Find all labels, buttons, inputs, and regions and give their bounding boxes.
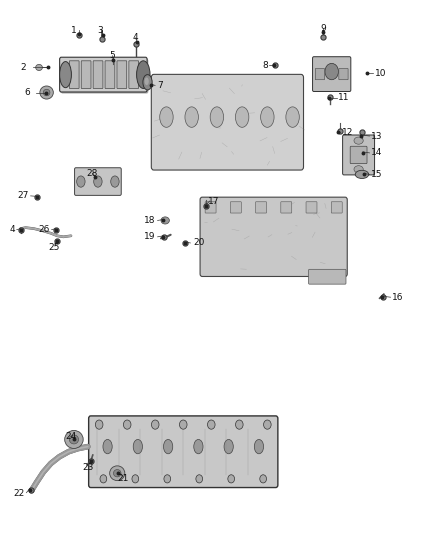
Text: 5: 5 bbox=[109, 51, 115, 60]
Ellipse shape bbox=[161, 217, 170, 224]
FancyBboxPatch shape bbox=[339, 68, 348, 80]
Ellipse shape bbox=[185, 107, 198, 127]
FancyBboxPatch shape bbox=[315, 68, 325, 80]
FancyBboxPatch shape bbox=[88, 416, 278, 488]
Ellipse shape bbox=[95, 420, 103, 429]
Ellipse shape bbox=[208, 420, 215, 429]
Ellipse shape bbox=[286, 107, 299, 127]
Ellipse shape bbox=[261, 107, 274, 127]
Ellipse shape bbox=[111, 176, 119, 187]
Ellipse shape bbox=[210, 107, 224, 127]
Text: 24: 24 bbox=[65, 432, 77, 441]
Ellipse shape bbox=[354, 166, 363, 173]
Ellipse shape bbox=[94, 176, 102, 187]
FancyBboxPatch shape bbox=[350, 146, 367, 164]
Ellipse shape bbox=[194, 439, 203, 454]
FancyBboxPatch shape bbox=[81, 61, 91, 88]
FancyBboxPatch shape bbox=[74, 168, 121, 196]
Text: 26: 26 bbox=[39, 225, 50, 234]
FancyBboxPatch shape bbox=[308, 269, 346, 284]
Ellipse shape bbox=[163, 439, 173, 454]
FancyBboxPatch shape bbox=[200, 197, 347, 277]
FancyBboxPatch shape bbox=[313, 56, 351, 92]
FancyBboxPatch shape bbox=[129, 61, 139, 88]
Ellipse shape bbox=[40, 86, 53, 99]
Text: 27: 27 bbox=[18, 191, 29, 200]
Text: 9: 9 bbox=[321, 23, 326, 33]
Ellipse shape bbox=[100, 475, 107, 483]
Ellipse shape bbox=[160, 107, 173, 127]
Ellipse shape bbox=[196, 475, 203, 483]
Ellipse shape bbox=[264, 420, 271, 429]
Ellipse shape bbox=[60, 62, 71, 87]
Text: 6: 6 bbox=[25, 88, 31, 97]
Ellipse shape bbox=[69, 435, 78, 444]
Text: 14: 14 bbox=[371, 148, 382, 157]
Ellipse shape bbox=[110, 466, 125, 481]
FancyBboxPatch shape bbox=[60, 57, 147, 92]
Text: 2: 2 bbox=[21, 63, 26, 72]
Text: 25: 25 bbox=[49, 243, 60, 252]
FancyBboxPatch shape bbox=[306, 202, 317, 213]
FancyBboxPatch shape bbox=[117, 61, 127, 88]
Ellipse shape bbox=[137, 61, 150, 88]
FancyBboxPatch shape bbox=[151, 75, 304, 170]
Ellipse shape bbox=[325, 63, 339, 80]
Text: 22: 22 bbox=[14, 489, 25, 498]
Ellipse shape bbox=[260, 475, 266, 483]
FancyBboxPatch shape bbox=[105, 61, 115, 88]
Text: 13: 13 bbox=[371, 132, 383, 141]
Text: 28: 28 bbox=[86, 169, 98, 178]
FancyBboxPatch shape bbox=[230, 202, 241, 213]
Text: 16: 16 bbox=[392, 293, 404, 302]
Ellipse shape bbox=[254, 439, 264, 454]
Text: 12: 12 bbox=[342, 128, 353, 137]
FancyBboxPatch shape bbox=[69, 61, 79, 88]
Ellipse shape bbox=[355, 171, 369, 179]
Ellipse shape bbox=[164, 475, 171, 483]
Text: 1: 1 bbox=[71, 26, 77, 35]
Text: 21: 21 bbox=[117, 474, 129, 483]
FancyBboxPatch shape bbox=[93, 61, 103, 88]
Text: 3: 3 bbox=[98, 26, 103, 35]
Ellipse shape bbox=[103, 439, 112, 454]
Ellipse shape bbox=[132, 475, 139, 483]
Ellipse shape bbox=[133, 439, 142, 454]
Ellipse shape bbox=[77, 176, 85, 187]
Ellipse shape bbox=[180, 420, 187, 429]
Ellipse shape bbox=[113, 470, 121, 477]
Text: 23: 23 bbox=[82, 463, 93, 472]
Text: 17: 17 bbox=[208, 197, 220, 206]
Text: 10: 10 bbox=[374, 69, 386, 78]
Ellipse shape bbox=[152, 420, 159, 429]
Text: 4: 4 bbox=[132, 33, 138, 42]
Ellipse shape bbox=[235, 107, 249, 127]
Ellipse shape bbox=[228, 475, 235, 483]
Ellipse shape bbox=[354, 137, 363, 144]
FancyBboxPatch shape bbox=[343, 135, 374, 175]
FancyBboxPatch shape bbox=[256, 202, 266, 213]
FancyBboxPatch shape bbox=[205, 202, 216, 213]
Ellipse shape bbox=[145, 77, 149, 85]
Text: 18: 18 bbox=[144, 216, 155, 225]
Text: 19: 19 bbox=[144, 232, 155, 241]
Text: 7: 7 bbox=[157, 81, 162, 90]
FancyBboxPatch shape bbox=[281, 202, 292, 213]
Ellipse shape bbox=[124, 420, 131, 429]
Ellipse shape bbox=[65, 431, 83, 448]
Text: 15: 15 bbox=[371, 170, 383, 179]
Text: 8: 8 bbox=[262, 61, 268, 70]
Ellipse shape bbox=[143, 75, 152, 90]
FancyBboxPatch shape bbox=[61, 59, 148, 94]
FancyBboxPatch shape bbox=[331, 202, 342, 213]
Text: 20: 20 bbox=[193, 238, 204, 247]
Ellipse shape bbox=[236, 420, 243, 429]
Text: 4: 4 bbox=[10, 225, 15, 234]
Ellipse shape bbox=[43, 89, 50, 96]
Ellipse shape bbox=[35, 64, 42, 70]
Text: 11: 11 bbox=[339, 93, 350, 102]
Ellipse shape bbox=[224, 439, 233, 454]
